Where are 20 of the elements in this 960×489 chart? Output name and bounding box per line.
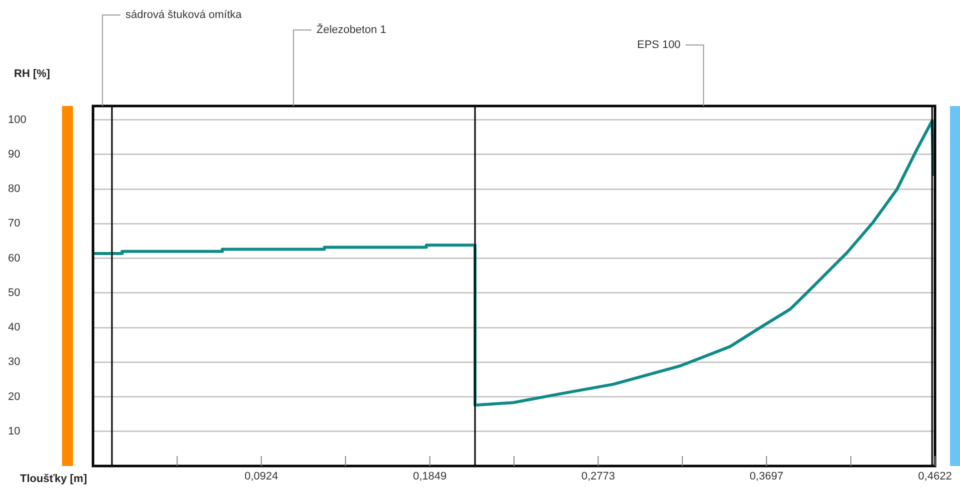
x-tick-label: 0,0924 [244, 470, 278, 483]
text: sádrová štuková omítka [125, 9, 243, 22]
y-tick-label: 90 [8, 148, 20, 160]
y-tick-label: 80 [8, 183, 20, 196]
x-tick-label: 0,4622 [918, 470, 952, 483]
text: EPS 100 [637, 39, 681, 52]
x-tick-label: 0,3697 [750, 470, 784, 483]
y-tick-label: 20 [8, 390, 20, 403]
x-tick-label: 0,2773 [581, 470, 615, 483]
y-tick-label: 70 [8, 218, 20, 230]
y-tick-label: 100 [8, 114, 26, 126]
x-axis-title: Tloušťky [m] [20, 473, 87, 485]
text: Železobeton 1 [316, 23, 386, 36]
y-tick-label: 60 [8, 252, 20, 264]
y-tick-label: 40 [8, 322, 20, 334]
y-tick-label: 30 [8, 356, 20, 368]
x-tick-label: 0,1849 [413, 470, 447, 483]
y-tick-label: 10 [8, 425, 20, 438]
y-tick-label: 50 [8, 286, 20, 299]
y-axis-title: RH [%] [14, 68, 50, 80]
